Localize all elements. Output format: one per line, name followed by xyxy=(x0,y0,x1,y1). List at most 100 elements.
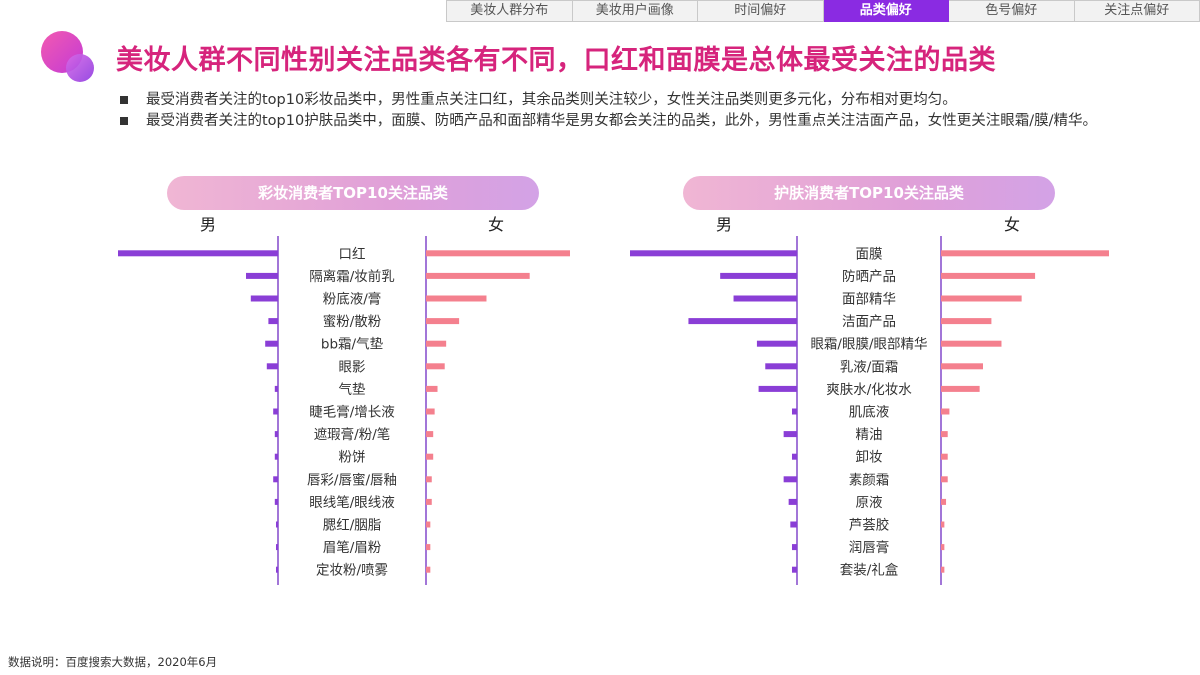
category-label: 口红 xyxy=(339,246,366,262)
tab-time-preference[interactable]: 时间偏好 xyxy=(698,0,824,22)
summary-bullets: 最受消费者关注的top10彩妆品类中，男性重点关注口红，其余品类则关注较少，女性… xyxy=(120,90,1170,132)
category-label: 唇彩/唇蜜/唇釉 xyxy=(307,472,397,488)
category-label: 肌底液 xyxy=(849,405,890,421)
male-bar xyxy=(791,453,797,460)
male-bar xyxy=(274,498,278,505)
category-label: 素颜霜 xyxy=(849,472,890,488)
category-label: 气垫 xyxy=(339,382,366,398)
category-label: 睫毛膏/增长液 xyxy=(309,404,395,421)
female-bar xyxy=(941,431,948,438)
tab-crowd-distribution[interactable]: 美妆人群分布 xyxy=(446,0,573,22)
tab-shade-preference[interactable]: 色号偏好 xyxy=(949,0,1075,22)
category-label: 遮瑕膏/粉/笔 xyxy=(314,426,391,443)
female-bar xyxy=(941,363,983,370)
male-bar xyxy=(266,363,278,370)
male-bar xyxy=(720,272,797,279)
category-label: 粉底液/膏 xyxy=(323,291,382,308)
category-label: 隔离霜/妆前乳 xyxy=(309,268,395,285)
female-label: 女 xyxy=(488,215,504,234)
category-label: bb霜/气垫 xyxy=(321,337,384,353)
female-bar xyxy=(941,498,947,505)
male-bar xyxy=(790,521,797,528)
female-bar xyxy=(941,385,980,392)
female-bar xyxy=(941,340,1002,347)
female-bar xyxy=(426,340,447,347)
female-bar xyxy=(941,295,1022,302)
category-label: 腮红/胭脂 xyxy=(323,518,382,534)
female-bar xyxy=(426,476,432,483)
bullet-text: 最受消费者关注的top10彩妆品类中，男性重点关注口红，其余品类则关注较少，女性… xyxy=(146,92,957,108)
male-bar xyxy=(791,408,797,415)
category-label: 乳液/面霜 xyxy=(840,359,899,375)
category-label: 卸妆 xyxy=(856,450,883,466)
female-bar xyxy=(426,453,434,460)
male-bar xyxy=(758,385,797,392)
male-bar xyxy=(791,544,797,551)
category-label: 套装/礼盒 xyxy=(840,562,899,579)
category-label: 眼影 xyxy=(339,359,366,375)
bullet-item: 最受消费者关注的top10彩妆品类中，男性重点关注口红，其余品类则关注较少，女性… xyxy=(120,90,1170,110)
female-bar xyxy=(941,476,948,483)
tab-user-profile[interactable]: 美妆用户画像 xyxy=(572,0,698,22)
male-bar xyxy=(688,318,797,325)
category-label: 定妆粉/喷雾 xyxy=(316,563,389,579)
tab-category-preference[interactable]: 品类偏好 xyxy=(823,0,949,22)
male-bar xyxy=(788,498,797,505)
female-bar xyxy=(941,408,950,415)
male-label: 男 xyxy=(200,215,216,234)
category-label: 防晒产品 xyxy=(842,269,896,285)
male-bar xyxy=(274,453,278,460)
male-bar xyxy=(765,363,797,370)
category-label: 芦荟胶 xyxy=(849,517,890,534)
female-bar xyxy=(941,544,945,551)
female-bar xyxy=(426,363,445,370)
category-label: 面部精华 xyxy=(842,292,896,308)
male-bar xyxy=(118,250,278,257)
category-label: 眉笔/眉粉 xyxy=(323,540,382,556)
female-bar xyxy=(426,295,487,302)
female-bar xyxy=(426,544,431,551)
male-bar xyxy=(268,318,278,325)
male-bar xyxy=(733,295,797,302)
male-bar xyxy=(250,295,278,302)
female-bar xyxy=(426,318,460,325)
male-bar xyxy=(630,250,797,257)
category-label: 粉饼 xyxy=(339,450,366,466)
bullet-item: 最受消费者关注的top10护肤品类中，面膜、防晒产品和面部精华是男女都会关注的品… xyxy=(120,111,1170,131)
male-bar xyxy=(274,385,278,392)
male-bar xyxy=(783,431,797,438)
female-bar xyxy=(426,498,432,505)
data-source-note: 数据说明：百度搜索大数据，2020年6月 xyxy=(8,655,218,669)
female-bar xyxy=(941,272,1036,279)
bullet-text: 最受消费者关注的top10护肤品类中，面膜、防晒产品和面部精华是男女都会关注的品… xyxy=(146,113,1097,129)
category-label: 原液 xyxy=(856,495,884,511)
female-bar xyxy=(941,318,992,325)
male-bar xyxy=(246,272,278,279)
male-bar xyxy=(276,544,278,551)
skincare-chart-svg: 男 女面膜防晒产品面部精华洁面产品眼霜/眼膜/眼部精华乳液/面霜爽肤水/化妆水肌底… xyxy=(630,215,1109,585)
female-bar xyxy=(426,408,435,415)
male-bar xyxy=(274,431,278,438)
category-label: 润唇膏 xyxy=(849,539,890,556)
female-bar xyxy=(426,431,434,438)
female-bar xyxy=(426,521,431,528)
nav-tabs: 美妆人群分布 美妆用户画像 时间偏好 品类偏好 色号偏好 关注点偏好 xyxy=(446,0,1200,22)
makeup-chart-title: 彩妆消费者TOP10关注品类 xyxy=(167,176,539,210)
page-title: 美妆人群不同性别关注品类各有不同，口红和面膜是总体最受关注的品类 xyxy=(116,45,996,76)
male-bar xyxy=(273,408,278,415)
male-bar xyxy=(756,340,797,347)
bullet-square-icon xyxy=(120,117,128,125)
tab-focus-preference[interactable]: 关注点偏好 xyxy=(1074,0,1200,22)
category-label: 洁面产品 xyxy=(842,314,896,330)
skincare-chart-title: 护肤消费者TOP10关注品类 xyxy=(683,176,1055,210)
female-bar xyxy=(941,521,945,528)
female-bar xyxy=(426,250,570,257)
male-bar xyxy=(265,340,278,347)
female-bar xyxy=(426,566,431,573)
male-bar xyxy=(276,521,278,528)
bullet-square-icon xyxy=(120,96,128,104)
female-bar xyxy=(941,250,1109,257)
female-bar xyxy=(426,272,530,279)
makeup-chart: 彩妆消费者TOP10关注品类 男 女口红 隔离霜/妆前乳 粉底液/膏 蜜粉/散粉 bb霜/… xyxy=(10,176,590,596)
